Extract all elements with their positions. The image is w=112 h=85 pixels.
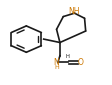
Text: H: H	[55, 65, 59, 70]
Text: H: H	[66, 54, 69, 59]
Text: NH: NH	[69, 7, 80, 16]
Text: N: N	[54, 58, 59, 67]
Text: O: O	[77, 58, 83, 67]
